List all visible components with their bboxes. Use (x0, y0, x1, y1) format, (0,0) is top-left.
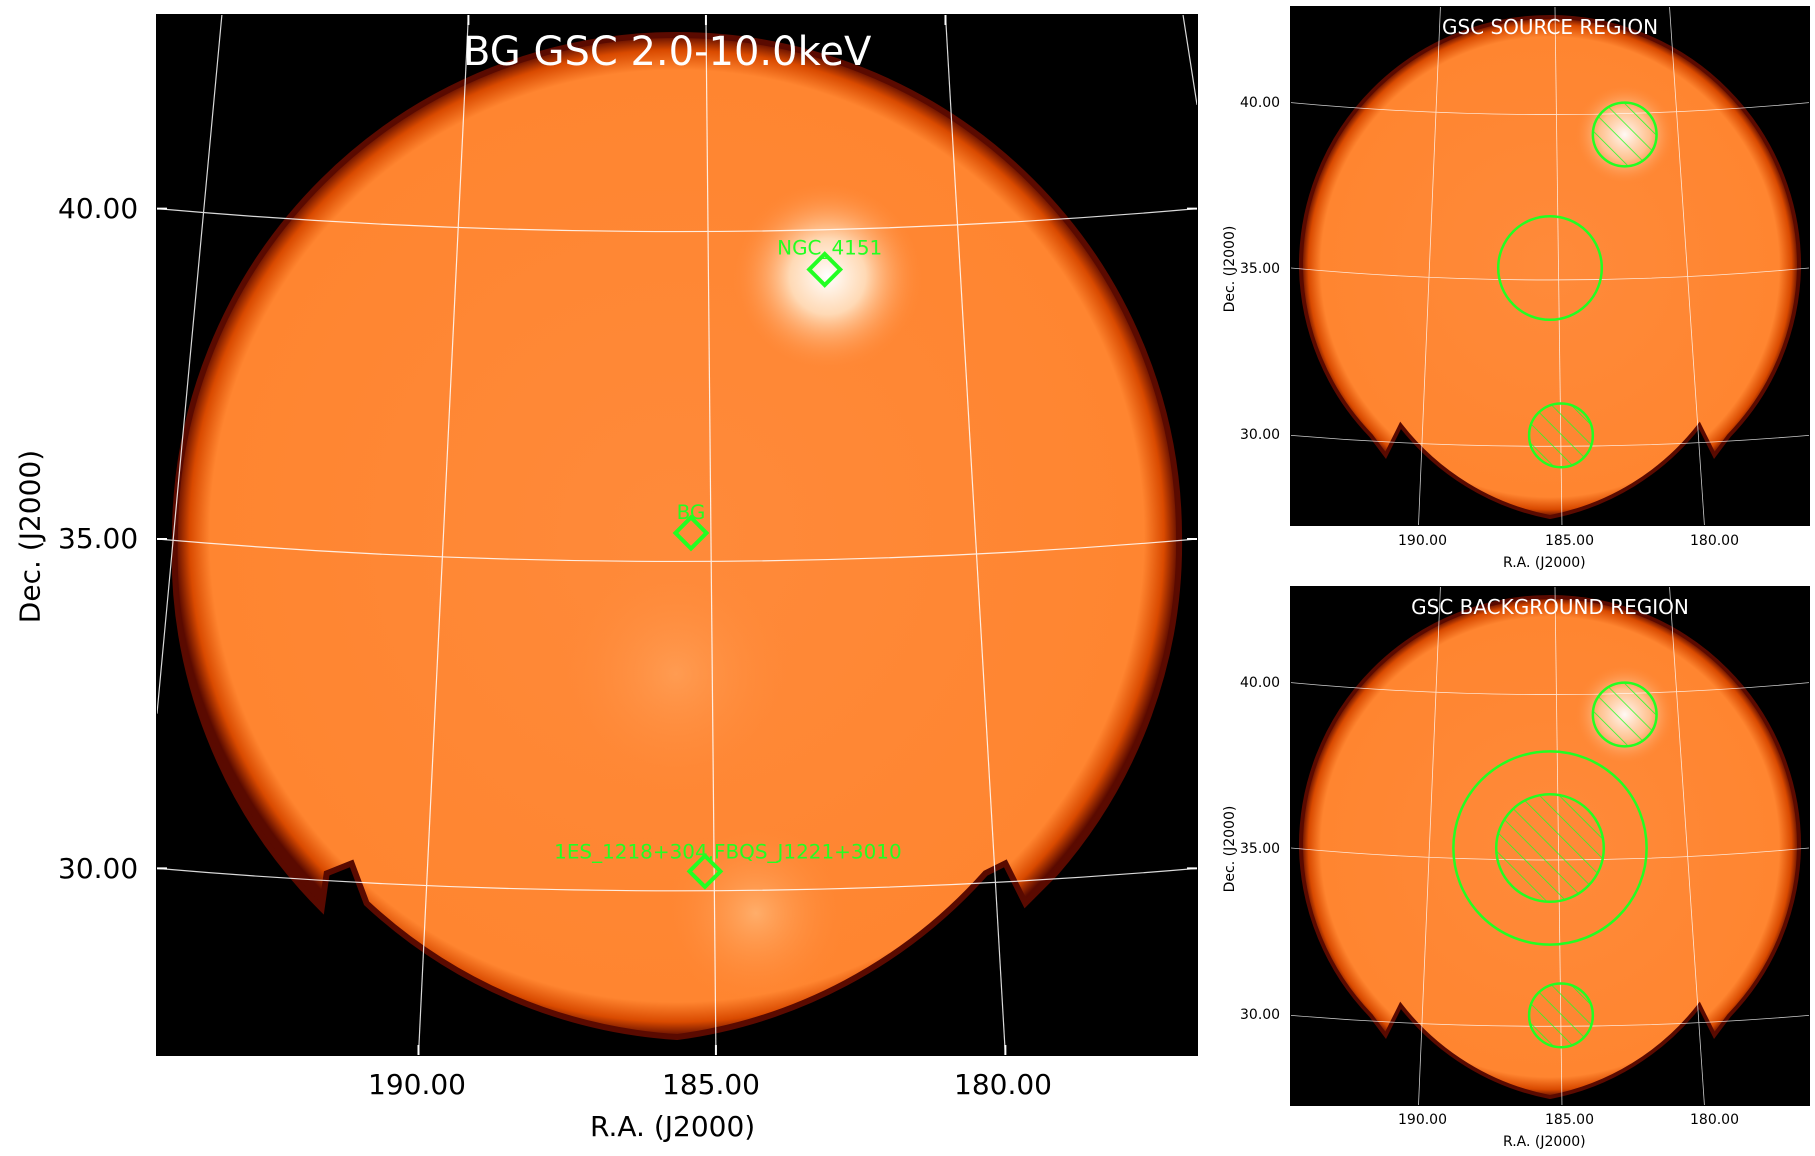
bg-panel-region-1es1218 (1527, 982, 1595, 1049)
source-markers (672, 251, 844, 890)
main-image-panel[interactable]: NGC_4151 BG 1ES_1218+304,FBQS_J1221+3010… (156, 14, 1198, 1056)
source-region-1es1218 (1527, 402, 1595, 469)
source-ylabel: Dec. (J2000) (1222, 225, 1238, 313)
bg-xtick-190: 190.00 (1398, 1112, 1447, 1128)
background-panel-title: GSC BACKGROUND REGION (1411, 595, 1689, 619)
source-label-bg: BG (677, 500, 706, 524)
source-xlabel: R.A. (J2000) (1503, 555, 1586, 571)
bg-xlabel: R.A. (J2000) (1503, 1134, 1586, 1150)
main-xtick-190: 190.00 (368, 1068, 466, 1101)
source-region-bg (1496, 214, 1604, 322)
background-region-canvas (1291, 587, 1809, 1105)
main-xtick-180: 180.00 (954, 1068, 1052, 1101)
axis-ticks (157, 15, 1197, 1055)
bg-xtick-180: 180.00 (1690, 1112, 1739, 1128)
source-label-1es1218: 1ES_1218+304,FBQS_J1221+3010 (554, 839, 902, 863)
bg-ylabel: Dec. (J2000) (1222, 805, 1238, 893)
source-region-ngc4151 (1591, 101, 1658, 168)
coordinate-grid (157, 15, 1197, 1055)
bg-ytick-30: 30.00 (1240, 1007, 1281, 1023)
source-marker-1es1218 (686, 853, 724, 890)
main-ytick-40: 40.00 (58, 192, 139, 225)
source-ytick-30: 30.00 (1240, 427, 1281, 443)
source-xtick-185: 185.00 (1545, 533, 1594, 549)
source-marker-bg (672, 514, 710, 552)
bg-panel-region-ngc4151 (1591, 681, 1658, 748)
background-annulus-outer (1452, 750, 1648, 946)
main-ytick-30: 30.00 (58, 852, 139, 885)
main-xtick-185: 185.00 (662, 1068, 760, 1101)
source-panel-title: GSC SOURCE REGION (1441, 15, 1659, 39)
source-marker-ngc4151 (806, 251, 844, 288)
source-ytick-40: 40.00 (1240, 95, 1281, 111)
main-panel-title: BG GSC 2.0-10.0keV (463, 29, 872, 75)
bg-ytick-35: 35.00 (1240, 841, 1281, 857)
source-xtick-180: 180.00 (1690, 533, 1739, 549)
source-region-panel[interactable]: GSC SOURCE REGION (1290, 6, 1810, 526)
main-ylabel: Dec. (J2000) (13, 449, 47, 624)
source-region-canvas (1291, 7, 1809, 525)
bg-xtick-185: 185.00 (1545, 1112, 1594, 1128)
main-ytick-35: 35.00 (58, 522, 139, 555)
bg-ytick-40: 40.00 (1240, 675, 1281, 691)
source-label-ngc4151: NGC_4151 (777, 236, 882, 260)
source-ytick-35: 35.00 (1240, 261, 1281, 277)
background-annulus-inner (1494, 792, 1606, 904)
main-xlabel: R.A. (J2000) (590, 1110, 756, 1143)
main-image-canvas: NGC_4151 BG 1ES_1218+304,FBQS_J1221+3010 (157, 15, 1197, 1055)
background-region-panel[interactable]: GSC BACKGROUND REGION (1290, 586, 1810, 1106)
source-xtick-190: 190.00 (1398, 533, 1447, 549)
